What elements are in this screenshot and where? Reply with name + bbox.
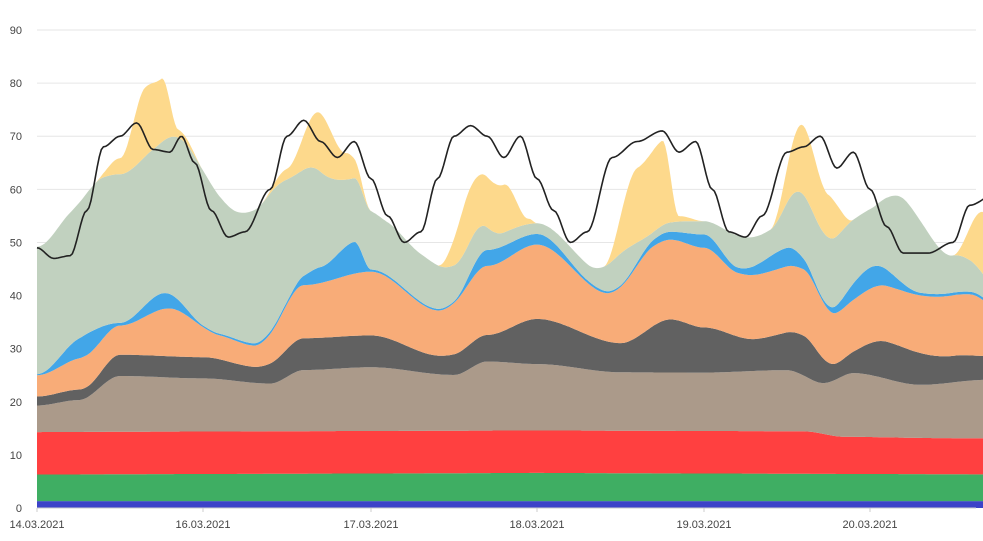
y-tick-label: 90	[10, 25, 22, 37]
y-tick-label: 10	[10, 450, 22, 462]
x-tick-label: 19.03.2021	[676, 519, 731, 531]
x-tick-label: 17.03.2021	[343, 519, 398, 531]
y-tick-label: 70	[10, 131, 22, 143]
area-layer-2	[37, 472, 983, 502]
area-layer-9	[37, 78, 983, 275]
y-tick-label: 50	[10, 237, 22, 249]
y-tick-label: 40	[10, 291, 22, 303]
area-layer-4	[37, 361, 983, 439]
area-layer-5	[37, 318, 983, 406]
y-tick-label: 20	[10, 397, 22, 409]
y-tick-label: 60	[10, 184, 22, 196]
y-tick-label: 30	[10, 344, 22, 356]
area-layer-8	[37, 136, 983, 375]
load-line-series	[36, 119, 983, 260]
x-tick-label: 16.03.2021	[175, 519, 230, 531]
load-line	[36, 119, 983, 260]
x-tick-label: 18.03.2021	[509, 519, 564, 531]
x-tick-label: 14.03.2021	[9, 519, 64, 531]
x-tick-label: 20.03.2021	[842, 519, 897, 531]
area-layer-6	[37, 239, 983, 397]
y-tick-label: 0	[16, 503, 22, 515]
stacked-areas	[37, 78, 983, 508]
area-layer-3	[37, 430, 983, 475]
axes: 0 10 20 30 40 50 60 70 80 90 14.03.2021 16.03.2021 1…	[9, 25, 976, 531]
y-tick-label: 80	[10, 78, 22, 90]
area-layer-1	[37, 501, 983, 508]
